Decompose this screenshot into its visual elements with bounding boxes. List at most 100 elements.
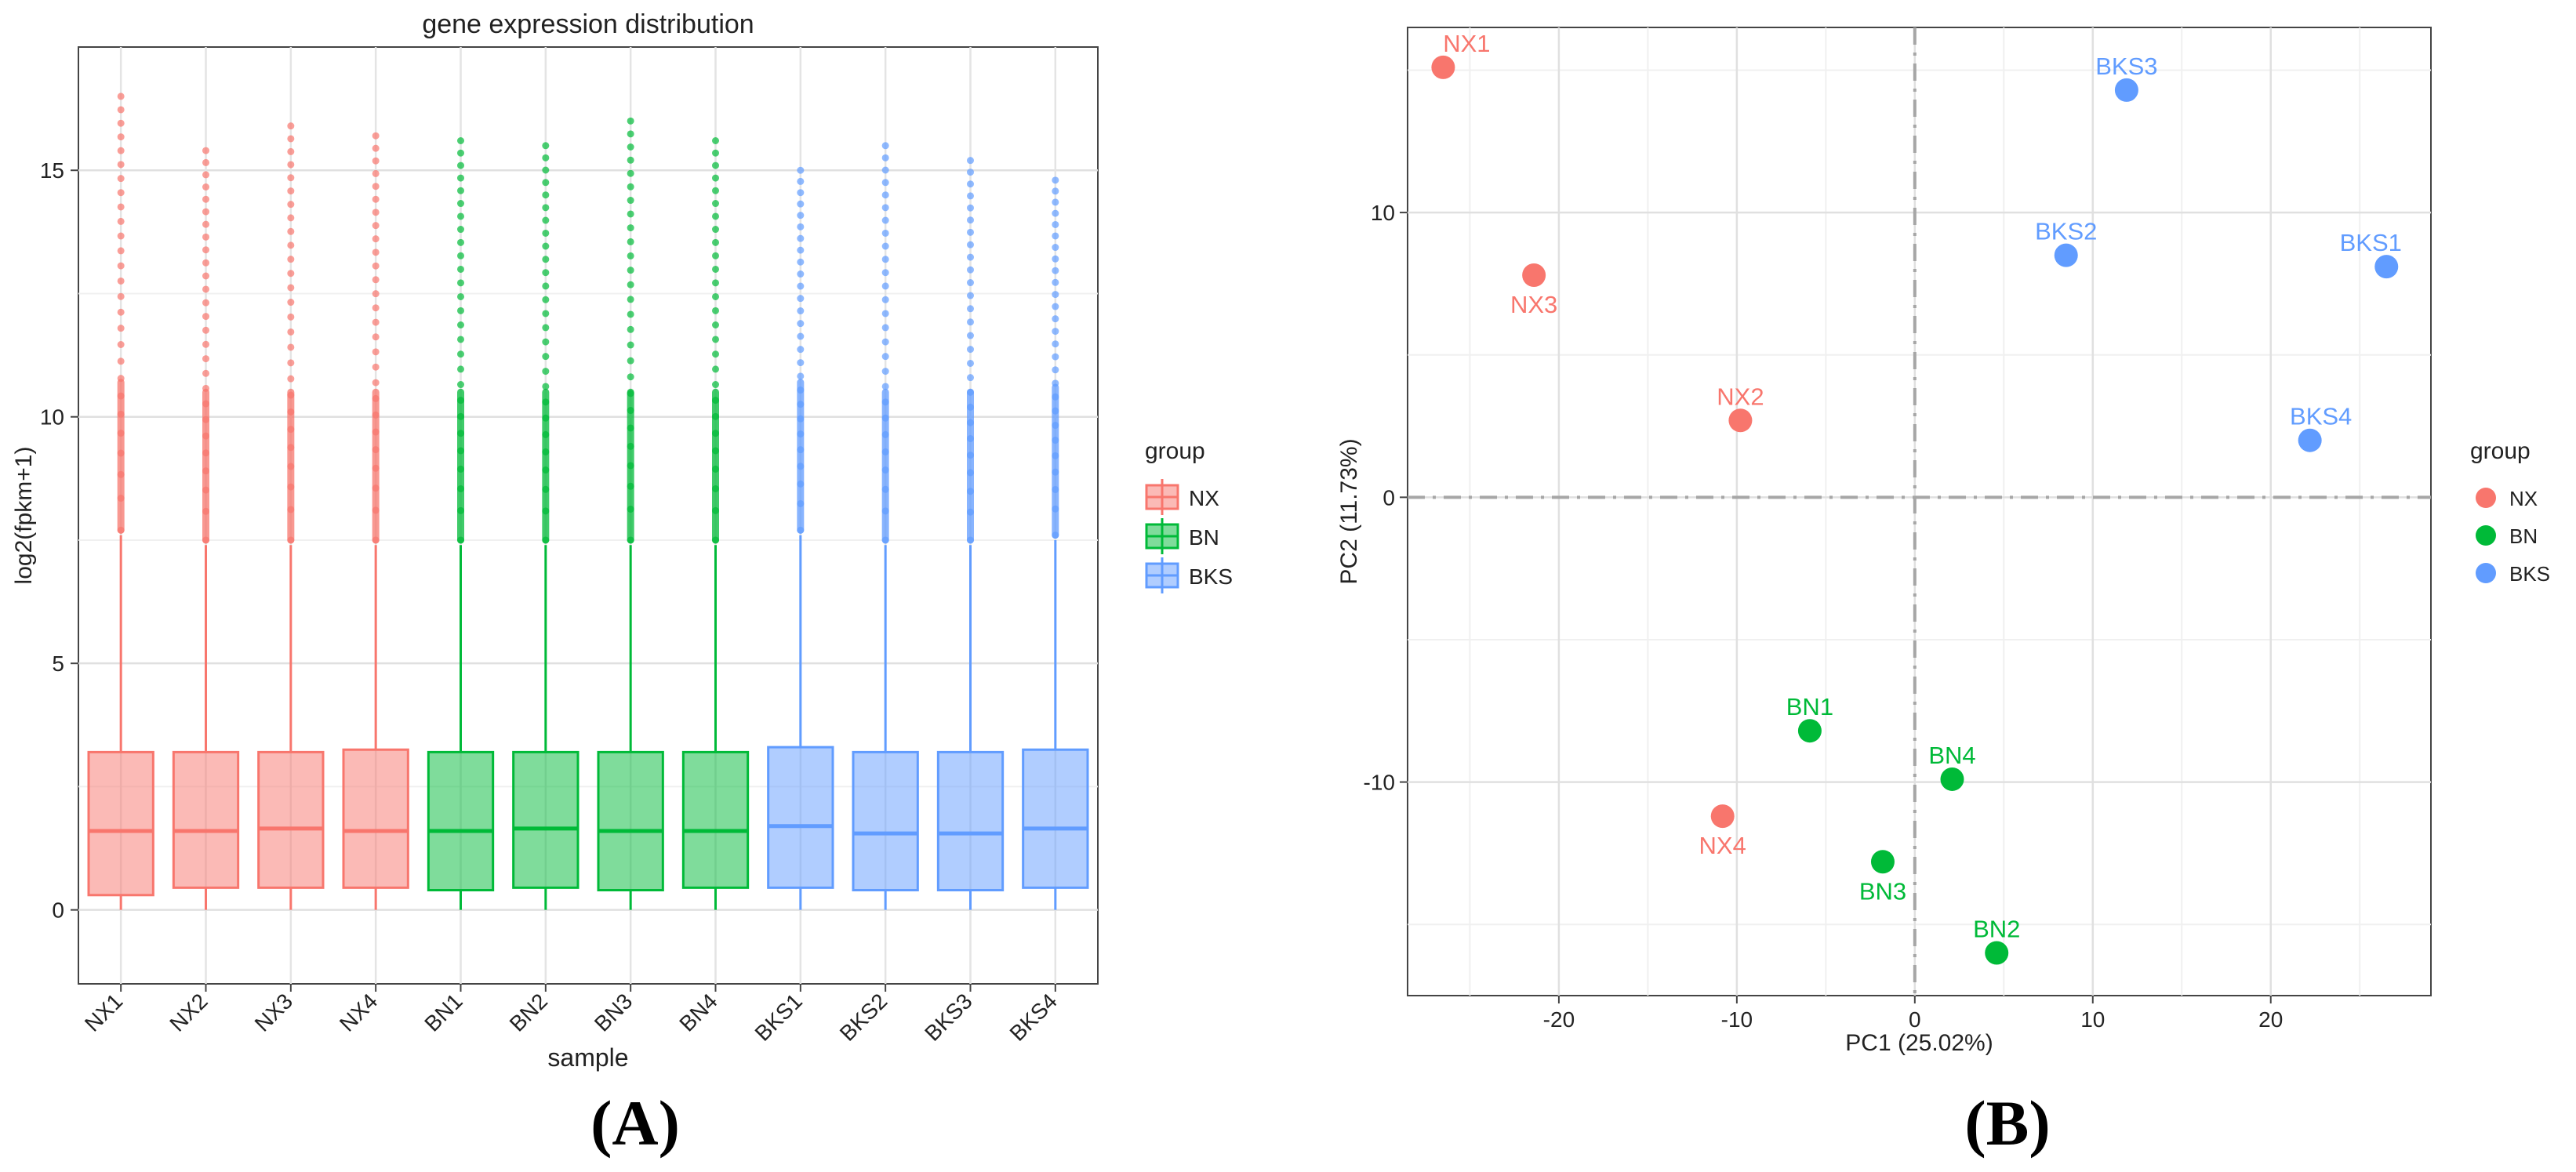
outlier-point bbox=[542, 448, 550, 455]
outlier-point bbox=[712, 365, 719, 373]
outlier-point bbox=[372, 484, 380, 492]
outlier-point bbox=[542, 368, 550, 376]
outlier-point bbox=[712, 506, 719, 514]
x-tick-label: -10 bbox=[1721, 1007, 1753, 1032]
outlier-point bbox=[712, 397, 719, 405]
outlier-point bbox=[712, 279, 719, 287]
outlier-point bbox=[117, 247, 125, 255]
plot-panel bbox=[1407, 27, 2432, 996]
point-bn2 bbox=[1985, 941, 2009, 965]
x-tick-label: BN2 bbox=[505, 989, 552, 1036]
outlier-point bbox=[117, 375, 125, 383]
x-tick-label: BN1 bbox=[420, 989, 467, 1036]
outlier-point bbox=[797, 332, 805, 340]
outlier-point bbox=[627, 296, 634, 303]
outlier-point bbox=[287, 444, 295, 452]
outlier-point bbox=[372, 536, 380, 544]
outlier-point bbox=[457, 137, 464, 144]
outlier-point bbox=[627, 197, 634, 205]
outlier-point bbox=[372, 132, 380, 140]
outlier-point bbox=[117, 292, 125, 300]
legend-title: group bbox=[2470, 438, 2531, 464]
x-tick-label: NX1 bbox=[80, 989, 127, 1036]
outlier-point bbox=[967, 536, 974, 544]
outlier-point bbox=[627, 252, 634, 259]
outlier-point bbox=[457, 174, 464, 182]
x-tick-label: NX3 bbox=[250, 989, 297, 1036]
outlier-point bbox=[797, 200, 805, 208]
outlier-point bbox=[1052, 303, 1059, 310]
outlier-point bbox=[202, 355, 209, 363]
outlier-point bbox=[202, 246, 209, 254]
point-label: BKS4 bbox=[2290, 403, 2352, 430]
outlier-point bbox=[797, 270, 805, 278]
outlier-point bbox=[542, 282, 550, 290]
outlier-point bbox=[372, 446, 380, 454]
box-bks3 bbox=[936, 750, 1005, 891]
outlier-point bbox=[881, 256, 889, 263]
outlier-point bbox=[627, 505, 634, 513]
point-bks1 bbox=[2374, 255, 2399, 279]
outlier-point bbox=[202, 158, 209, 166]
outlier-point bbox=[712, 447, 719, 455]
outlier-point bbox=[202, 208, 209, 216]
outlier-point bbox=[372, 144, 380, 152]
outlier-point bbox=[372, 304, 380, 312]
outlier-point bbox=[457, 252, 464, 259]
outlier-point bbox=[117, 203, 125, 211]
outlier-point bbox=[1052, 485, 1059, 493]
outlier-point bbox=[372, 157, 380, 165]
point-label: NX1 bbox=[1443, 30, 1490, 57]
outlier-point bbox=[202, 432, 209, 440]
outlier-point bbox=[967, 241, 974, 249]
outlier-point bbox=[457, 292, 464, 300]
outlier-point bbox=[881, 142, 889, 150]
outlier-point bbox=[881, 485, 889, 493]
outlier-point bbox=[967, 253, 974, 261]
outlier-point bbox=[967, 204, 974, 212]
outlier-point bbox=[881, 398, 889, 406]
x-tick-label: BKS2 bbox=[835, 989, 892, 1046]
outlier-point bbox=[967, 452, 974, 459]
outlier-point bbox=[1052, 220, 1059, 228]
outlier-point bbox=[627, 281, 634, 288]
point-bks4 bbox=[2298, 428, 2322, 452]
outlier-point bbox=[542, 204, 550, 212]
outlier-point bbox=[797, 282, 805, 290]
outlier-point bbox=[372, 411, 380, 419]
outlier-point bbox=[202, 259, 209, 267]
outlier-point bbox=[967, 192, 974, 200]
outlier-point bbox=[967, 180, 974, 188]
y-axis-title: log2(fpkm+1) bbox=[11, 447, 37, 585]
outlier-point bbox=[712, 226, 719, 234]
outlier-point bbox=[881, 242, 889, 250]
outlier-point bbox=[627, 373, 634, 381]
outlier-point bbox=[627, 224, 634, 232]
outlier-point bbox=[542, 166, 550, 174]
outlier-point bbox=[287, 463, 295, 470]
outlier-point bbox=[202, 313, 209, 321]
point-label: BN3 bbox=[1859, 877, 1906, 905]
outlier-point bbox=[287, 122, 295, 130]
outlier-point bbox=[457, 412, 464, 420]
outlier-point bbox=[881, 310, 889, 317]
outlier-point bbox=[1052, 278, 1059, 286]
point-label: BN4 bbox=[1928, 742, 1975, 769]
pca-scatter-chart: NX1 NX2 NX3 NX4 BN1 BN2 BN3 BN4 BKS1 BKS2 BKS3 BKS4… bbox=[1336, 27, 2550, 1056]
outlier-point bbox=[967, 508, 974, 516]
outlier-point bbox=[372, 222, 380, 230]
panel-label-b: (B) bbox=[1964, 1087, 2050, 1159]
outlier-point bbox=[797, 372, 805, 380]
outlier-point bbox=[797, 386, 805, 394]
chart-title: gene expression distribution bbox=[422, 9, 754, 39]
legend-label: NX bbox=[1189, 486, 1219, 510]
x-tick-label: NX2 bbox=[165, 989, 212, 1036]
box-bks1 bbox=[767, 746, 834, 889]
point-label: NX2 bbox=[1717, 383, 1764, 410]
outlier-point bbox=[287, 227, 295, 235]
outlier-point bbox=[797, 258, 805, 266]
outlier-point bbox=[627, 357, 634, 365]
outlier-point bbox=[967, 318, 974, 326]
outlier-point bbox=[457, 161, 464, 169]
x-tick-label: 20 bbox=[2258, 1007, 2283, 1032]
